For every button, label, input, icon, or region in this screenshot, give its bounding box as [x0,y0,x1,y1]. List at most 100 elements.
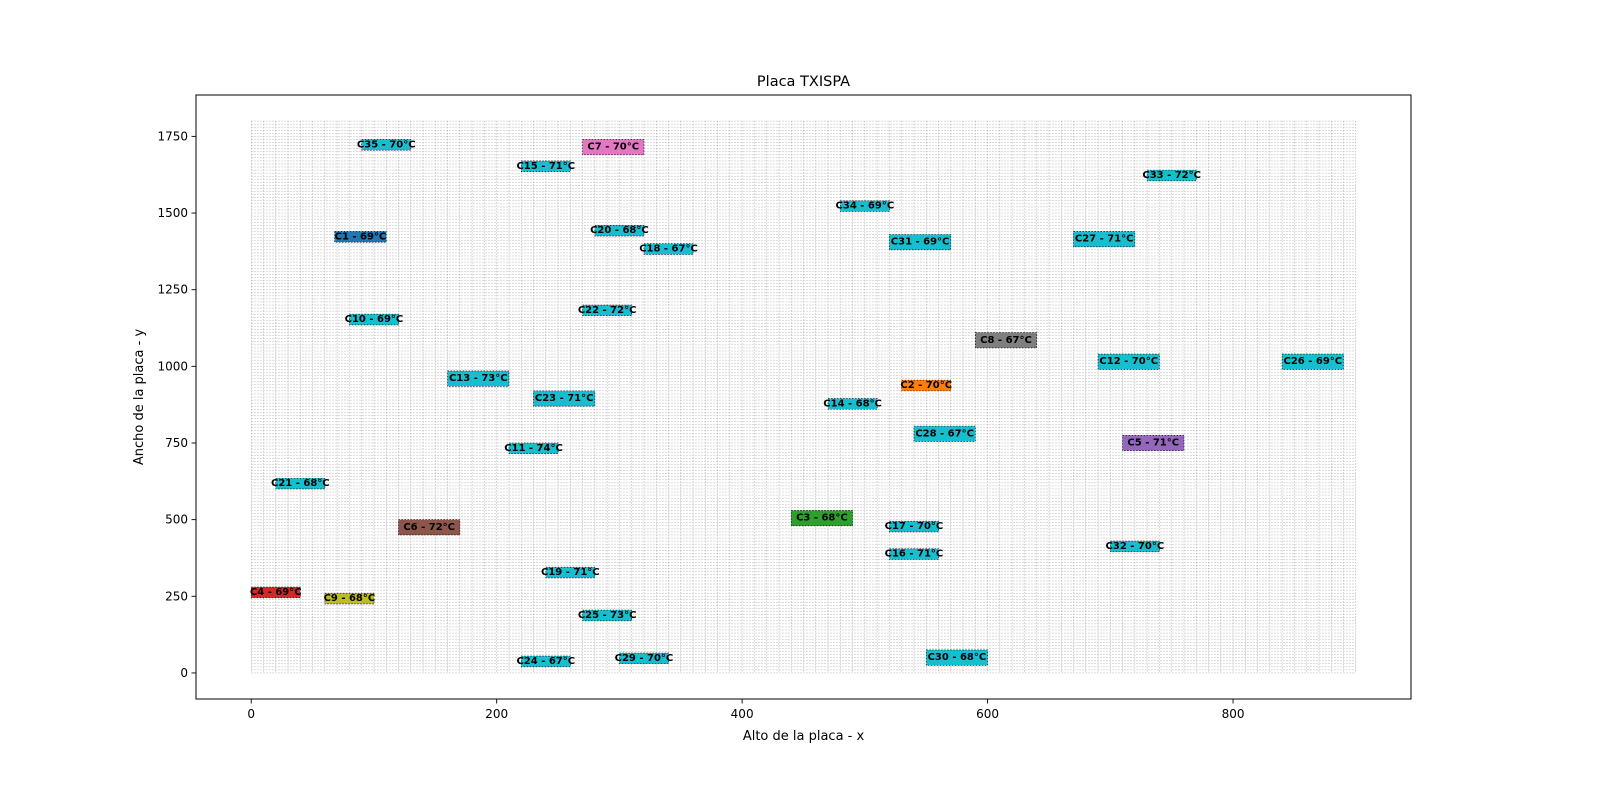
component: C5 - 71°C [1122,435,1185,451]
component-rect [349,313,399,326]
y-tick-label: 500 [165,513,188,527]
component-label: C20 - 68°C [590,225,649,236]
component-rect [582,304,632,317]
component-rect [334,231,387,243]
component: C8 - 67°C [975,332,1037,349]
component-rect [1073,231,1136,248]
component-label: C18 - 67°C [639,244,698,255]
component-label: C34 - 69°C [836,201,895,212]
x-tick-label: 200 [485,707,508,721]
component: C34 - 69°C [836,200,895,212]
component-label: C11 - 74°C [504,443,563,454]
component-label: C24 - 67°C [516,656,575,667]
component-rect [324,592,375,605]
component-label: C31 - 69°C [891,237,950,248]
component: C16 - 71°C [885,548,944,560]
component-rect [520,655,571,668]
component-rect [1146,169,1197,182]
component: C10 - 69°C [345,313,404,326]
component-rect [594,225,645,237]
component-rect [250,586,301,599]
component: C14 - 68°C [823,398,882,410]
component-label: C28 - 67°C [915,428,974,439]
component: C32 - 70°C [1106,540,1165,553]
x-axis-label: Alto de la placa - x [743,729,865,744]
component: C26 - 69°C [1281,353,1344,370]
component: C22 - 72°C [578,304,637,317]
component: C20 - 68°C [590,225,649,237]
y-tick-label: 750 [165,436,188,450]
component: C24 - 67°C [516,655,575,668]
y-tick-label: 1500 [157,206,188,220]
plot-area: C1 - 69°C C2 - 70°C C3 - 68°C C4 - 69°C C5 -… [157,94,1412,721]
component-label: C15 - 71°C [516,161,575,172]
component-label: C16 - 71°C [885,549,944,560]
component-rect [545,566,596,579]
component: C25 - 73°C [578,609,637,622]
component-label: C25 - 73°C [578,610,637,621]
component-label: C8 - 67°C [980,335,1032,346]
component-rect [925,649,988,666]
component-label: C22 - 72°C [578,305,637,316]
component-rect [275,477,326,490]
component-rect [827,398,878,410]
component-label: C23 - 71°C [535,393,594,404]
axes-frame [195,94,1412,700]
component-rect [889,548,939,560]
component-label: C14 - 68°C [823,398,882,409]
component: C31 - 69°C [889,234,952,251]
component: C2 - 70°C [900,379,952,392]
component-label: C13 - 73°C [449,373,508,384]
component-rect [361,139,412,151]
component: C21 - 68°C [271,477,330,490]
component: C33 - 72°C [1142,169,1201,182]
component-rect [1281,353,1344,370]
component-label: C3 - 68°C [796,513,848,524]
component: C27 - 71°C [1073,231,1136,248]
component-label: C30 - 68°C [928,652,987,663]
component-rect [508,442,559,455]
y-tick-label: 0 [180,666,188,680]
component: C12 - 70°C [1097,353,1160,370]
component-rect [582,609,632,622]
component: C35 - 70°C [357,139,416,151]
component-rect [913,425,976,442]
component-label: C19 - 71°C [541,567,600,578]
component-rect [889,234,952,251]
component-rect [1122,435,1185,451]
component-label: C26 - 69°C [1284,356,1343,367]
component-rect [447,370,510,387]
component-label: C2 - 70°C [900,380,952,391]
component-rect [643,243,694,255]
component-rect [533,390,596,407]
component-label: C32 - 70°C [1106,541,1165,552]
component-label: C17 - 70°C [885,521,944,532]
component-rect [582,139,645,156]
chart-title: Placa TXISPA [757,74,850,90]
component-label: C5 - 71°C [1127,437,1179,448]
component-rect [840,200,890,212]
x-tick-label: 400 [731,707,754,721]
component: C7 - 70°C [582,139,645,156]
board-grid [251,120,1356,674]
component-label: C10 - 69°C [345,314,404,325]
component-label: C9 - 68°C [324,593,376,604]
component: C3 - 68°C [790,510,853,527]
component-label: C12 - 70°C [1099,356,1158,367]
component: C13 - 73°C [447,370,510,387]
component-rect [520,160,571,172]
y-tick-label: 1250 [157,283,188,297]
x-tick-label: 0 [247,707,255,721]
component-label: C33 - 72°C [1142,170,1201,181]
component-rect [889,520,939,533]
component: C6 - 72°C [398,519,461,536]
component-rect [901,379,952,392]
component-rect [790,510,853,527]
component-rect [975,332,1037,349]
component-rect [398,519,461,536]
component-label: C21 - 68°C [271,478,330,489]
component-label: C27 - 71°C [1075,234,1134,245]
y-tick-label: 250 [165,589,188,603]
